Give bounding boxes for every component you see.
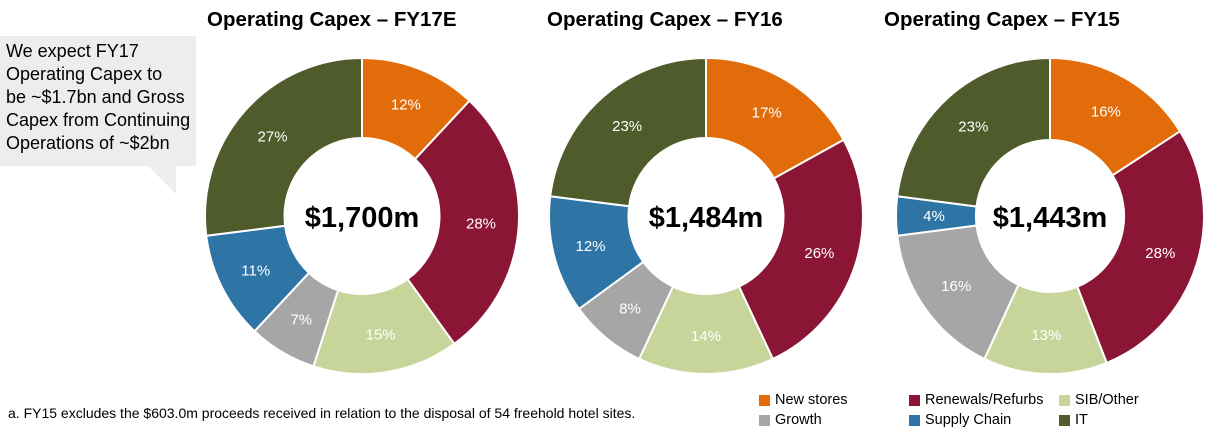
callout-line: Capex from Continuing	[6, 110, 191, 130]
slice-label: 17%	[752, 105, 782, 122]
legend-item-growth: Growth	[759, 412, 822, 428]
slice-label: 23%	[958, 119, 988, 136]
slice-label: 16%	[1091, 104, 1121, 121]
slice-label: 26%	[804, 245, 834, 262]
legend-swatch	[1059, 414, 1070, 426]
center-total-label: $1,484m	[649, 202, 764, 234]
slice-label: 23%	[612, 118, 642, 135]
callout-line: We expect FY17	[6, 41, 139, 61]
donut-slice-renewals-refurbs	[737, 138, 864, 361]
callout-text: We expect FY17 Operating Capex to be ~$1…	[6, 40, 206, 155]
legend-item-supply-chain: Supply Chain	[909, 412, 1011, 428]
legend-item-new-stores: New stores	[759, 392, 848, 408]
slice-label: 14%	[691, 328, 721, 345]
slice-label: 4%	[923, 208, 945, 225]
legend-swatch	[759, 394, 770, 406]
legend-swatch	[759, 414, 770, 426]
chart-title-fy15: Operating Capex – FY15	[884, 8, 1120, 31]
legend-label: New stores	[775, 392, 848, 408]
callout-line: Operations of ~$2bn	[6, 133, 170, 153]
legend-label: Renewals/Refurbs	[925, 392, 1044, 408]
slice-label: 27%	[258, 129, 288, 146]
donut-slice-it	[896, 56, 1051, 208]
legend-label: SIB/Other	[1075, 392, 1139, 408]
legend-label: Supply Chain	[925, 412, 1012, 428]
footnote: a. FY15 excludes the $603.0m proceeds re…	[8, 405, 636, 421]
legend-label: Growth	[775, 412, 822, 428]
center-total-label: $1,443m	[993, 202, 1108, 234]
donut-slice-it	[204, 56, 363, 237]
legend-swatch	[909, 394, 920, 406]
donut-slice-growth	[896, 224, 1020, 361]
legend-item-renewals-refurbs: Renewals/Refurbs	[909, 392, 1043, 408]
legend-item-it: IT	[1059, 412, 1088, 428]
slice-label: 12%	[575, 238, 605, 255]
callout: We expect FY17 Operating Capex to be ~$1…	[0, 36, 200, 196]
donut-slice-it	[549, 56, 707, 208]
chart-title-fy17e: Operating Capex – FY17E	[207, 8, 457, 31]
center-total-label: $1,700m	[305, 202, 420, 234]
legend-swatch	[1059, 394, 1070, 406]
callout-line: Operating Capex to	[6, 64, 163, 84]
slice-label: 13%	[1031, 327, 1061, 344]
legend: New stores Renewals/Refurbs SIB/Other Gr…	[759, 390, 1219, 436]
legend-label: IT	[1075, 412, 1088, 428]
donut-slice-sib-other	[312, 277, 456, 375]
donut-slice-new-stores	[1049, 56, 1182, 177]
donut-slice-renewals-refurbs	[1075, 129, 1205, 365]
chart-title-fy16: Operating Capex – FY16	[547, 8, 783, 31]
legend-item-sib-other: SIB/Other	[1059, 392, 1139, 408]
slice-label: 11%	[241, 262, 270, 279]
slice-label: 28%	[1145, 245, 1175, 262]
slice-label: 15%	[366, 327, 396, 344]
callout-bubble	[0, 36, 196, 194]
donut-slice-new-stores	[705, 56, 845, 180]
callout-line: be ~$1.7bn and Gross	[6, 87, 185, 107]
slice-label: 28%	[466, 216, 496, 233]
slice-label: 12%	[391, 96, 421, 113]
slice-label: 8%	[619, 300, 641, 317]
slice-label: 7%	[290, 311, 312, 328]
legend-swatch	[909, 414, 920, 426]
slice-label: 16%	[941, 278, 971, 295]
donut-slice-renewals-refurbs	[406, 99, 520, 346]
